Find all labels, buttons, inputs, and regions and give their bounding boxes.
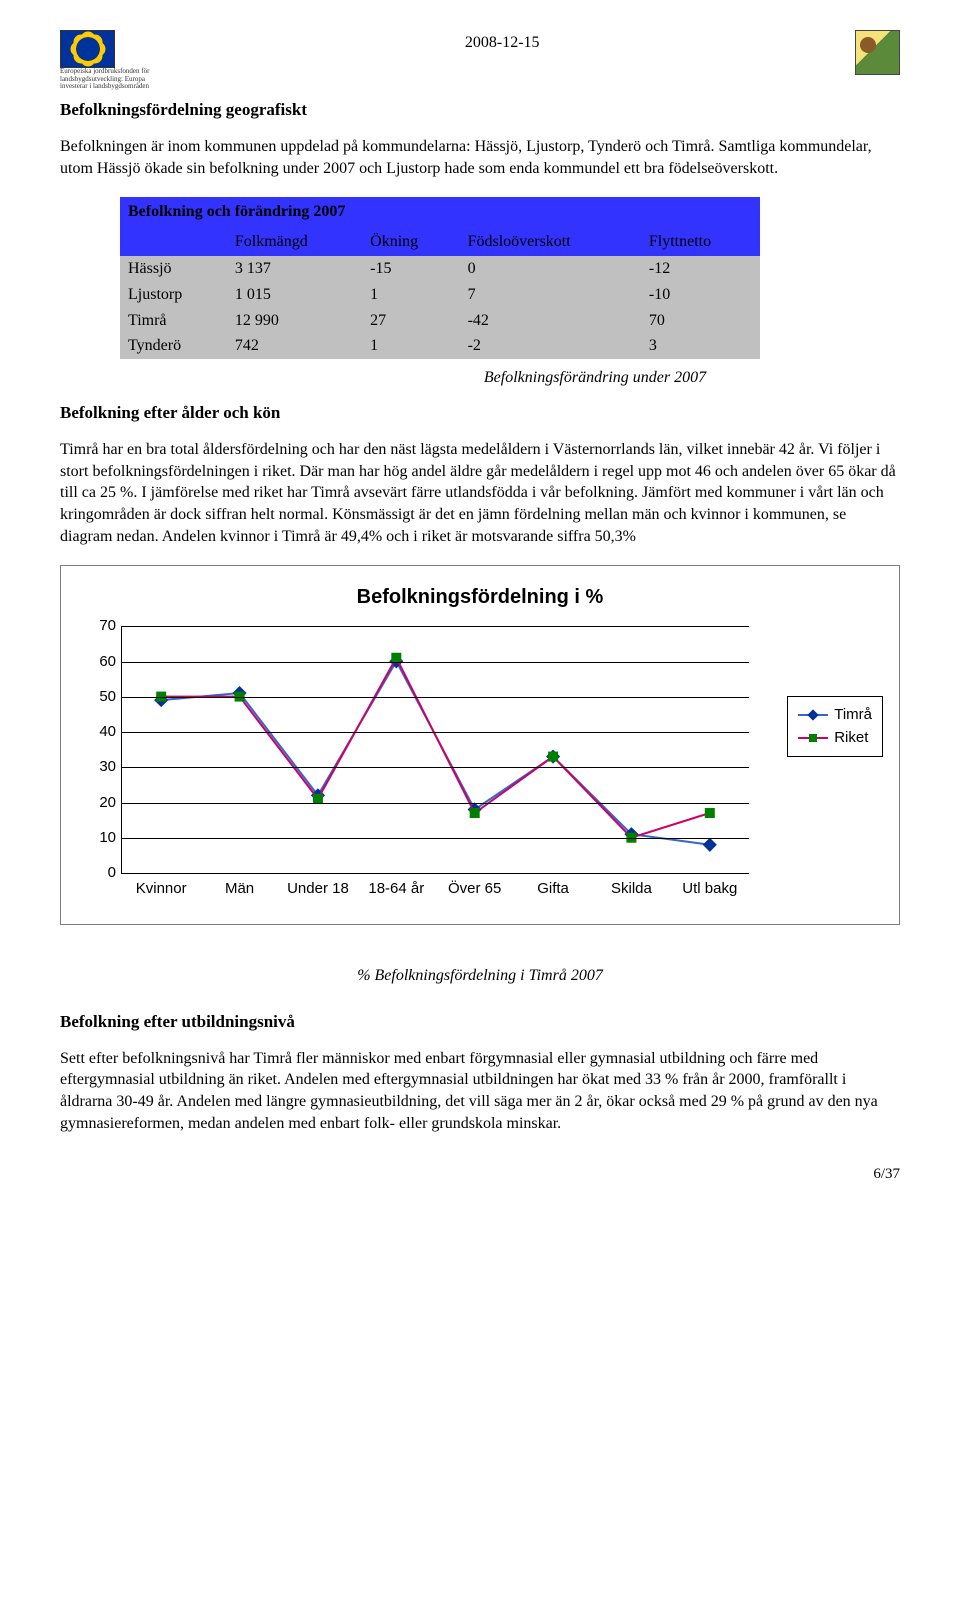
col-fodslo: Födsloöverskott	[460, 227, 641, 257]
legend-item-timra: Timrå	[798, 705, 872, 725]
chart-lines-svg	[122, 626, 749, 873]
table-header-row: Folkmängd Ökning Födsloöverskott Flyttne…	[120, 227, 760, 257]
distribution-chart: Befolkningsfördelning i % 01020304050607…	[60, 565, 900, 925]
table-row: Hässjö3 137-150-12	[120, 256, 760, 282]
chart-plot-area: 010203040506070KvinnorMänUnder 1818-64 å…	[121, 626, 749, 874]
section1-body: Befolkningen är inom kommunen uppdelad p…	[60, 136, 900, 179]
eu-caption: Europeiska jordbruksfonden för landsbygd…	[60, 68, 149, 91]
legend-item-riket: Riket	[798, 728, 872, 748]
table-row: Tynderö7421-23	[120, 333, 760, 359]
page-header: Europeiska jordbruksfonden för landsbygd…	[60, 30, 900, 91]
page-number: 6/37	[60, 1164, 900, 1184]
section3-body: Sett efter befolkningsnivå har Timrå fle…	[60, 1048, 900, 1134]
chart-title: Befolkningsfördelning i %	[75, 584, 885, 611]
legend-label-riket: Riket	[834, 728, 868, 748]
col-okning: Ökning	[362, 227, 459, 257]
population-table: Befolkning och förändring 2007 Folkmängd…	[120, 197, 760, 359]
chart-legend: Timrå Riket	[787, 696, 883, 757]
table-row: Ljustorp1 01517-10	[120, 282, 760, 308]
section3-title: Befolkning efter utbildningsnivå	[60, 1011, 900, 1034]
legend-label-timra: Timrå	[834, 705, 872, 725]
leader-logo-icon	[855, 30, 900, 75]
col-folkmangd: Folkmängd	[227, 227, 362, 257]
table-title: Befolkning och förändring 2007	[120, 197, 760, 227]
eu-flag-icon	[60, 30, 115, 68]
eu-flag-block: Europeiska jordbruksfonden för landsbygd…	[60, 30, 149, 91]
table-caption: Befolkningsförändring under 2007	[290, 367, 900, 389]
document-date: 2008-12-15	[149, 30, 855, 54]
col-flyttnetto: Flyttnetto	[641, 227, 760, 257]
section2-title: Befolkning efter ålder och kön	[60, 402, 900, 425]
col-blank	[120, 227, 227, 257]
section1-title: Befolkningsfördelning geografiskt	[60, 99, 900, 122]
chart-caption: % Befolkningsfördelning i Timrå 2007	[60, 965, 900, 987]
table-row: Timrå12 99027-4270	[120, 308, 760, 334]
section2-body: Timrå har en bra total åldersfördelning …	[60, 439, 900, 547]
